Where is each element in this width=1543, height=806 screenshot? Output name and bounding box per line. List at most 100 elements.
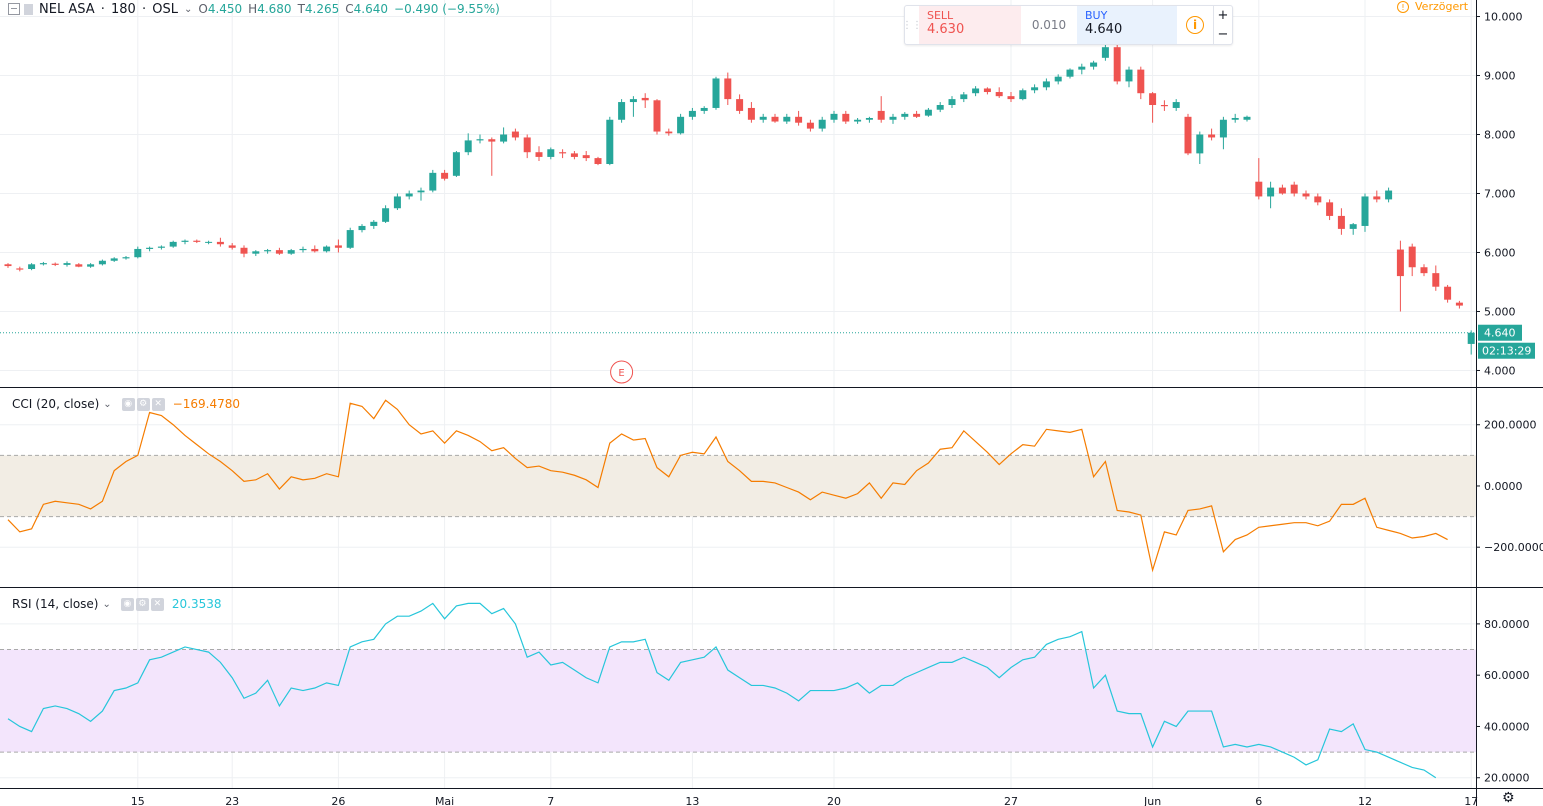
candle[interactable] — [87, 263, 95, 268]
chevron-down-icon[interactable]: ⌄ — [102, 598, 111, 610]
collapse-icon[interactable] — [8, 3, 20, 15]
candle[interactable] — [275, 247, 283, 255]
candle[interactable] — [1066, 68, 1074, 79]
candle[interactable] — [358, 224, 366, 233]
gear-icon[interactable]: ⚙ — [136, 397, 150, 411]
candle[interactable] — [334, 239, 342, 253]
candle[interactable] — [1444, 284, 1452, 303]
candle[interactable] — [51, 262, 59, 267]
gear-icon[interactable]: ⚙ — [135, 597, 149, 611]
candle[interactable] — [889, 113, 897, 124]
candle[interactable] — [511, 128, 519, 141]
candle[interactable] — [1208, 128, 1216, 141]
candle[interactable] — [724, 72, 732, 106]
drag-handle-icon[interactable]: ⋮⋮ — [902, 19, 922, 31]
candle[interactable] — [948, 96, 956, 108]
candle[interactable] — [1467, 330, 1475, 355]
close-icon[interactable]: ✕ — [150, 597, 164, 611]
candle[interactable] — [311, 245, 319, 253]
candle[interactable] — [393, 193, 401, 211]
candle[interactable] — [783, 113, 791, 124]
candle[interactable] — [346, 227, 354, 249]
candle[interactable] — [1243, 115, 1251, 122]
candle[interactable] — [1137, 66, 1145, 100]
candle[interactable] — [1267, 181, 1275, 209]
candle[interactable] — [16, 266, 24, 272]
candle[interactable] — [1290, 181, 1298, 197]
close-icon[interactable]: ✕ — [151, 397, 165, 411]
candle[interactable] — [1396, 240, 1404, 312]
candle[interactable] — [110, 257, 118, 262]
candle[interactable] — [1184, 113, 1192, 156]
sell-button[interactable]: SELL 4.630 — [919, 6, 1021, 44]
candle[interactable] — [228, 243, 236, 250]
candle[interactable] — [641, 93, 649, 108]
candle[interactable] — [1196, 131, 1204, 165]
interval[interactable]: 180 — [111, 1, 136, 17]
candle[interactable] — [771, 113, 779, 123]
candle[interactable] — [1054, 74, 1062, 85]
candle[interactable] — [983, 87, 991, 95]
eye-icon[interactable]: ◉ — [121, 397, 135, 411]
candle[interactable] — [1373, 190, 1381, 203]
candle[interactable] — [547, 147, 555, 160]
candle[interactable] — [205, 240, 213, 245]
candle[interactable] — [677, 113, 685, 135]
candle[interactable] — [252, 250, 260, 257]
candle[interactable] — [1149, 92, 1157, 123]
candle[interactable] — [4, 263, 12, 268]
candle[interactable] — [1090, 60, 1098, 70]
candle[interactable] — [559, 149, 567, 159]
candle[interactable] — [122, 256, 130, 260]
candle[interactable] — [936, 102, 944, 113]
candle[interactable] — [1031, 84, 1039, 94]
candle[interactable] — [972, 86, 980, 97]
candle[interactable] — [464, 133, 472, 156]
candle[interactable] — [618, 99, 626, 123]
candle[interactable] — [1219, 116, 1227, 150]
candle[interactable] — [629, 96, 637, 117]
candle[interactable] — [594, 156, 602, 166]
candle[interactable] — [1172, 99, 1180, 111]
candle[interactable] — [488, 137, 496, 176]
candle[interactable] — [582, 151, 590, 162]
candle[interactable] — [606, 116, 614, 166]
candle[interactable] — [1349, 222, 1357, 235]
chevron-down-icon[interactable]: ⌄ — [103, 398, 112, 410]
candle[interactable] — [1385, 187, 1393, 203]
candle[interactable] — [747, 102, 755, 123]
candle[interactable] — [240, 245, 248, 258]
rsi-name[interactable]: RSI (14, close) — [12, 597, 99, 611]
buy-button[interactable]: BUY 4.640 — [1077, 6, 1177, 44]
candle[interactable] — [1007, 92, 1015, 103]
delayed-data-notice[interactable]: ! Verzögert — [1397, 0, 1468, 13]
increase-quantity-button[interactable]: + — [1217, 8, 1229, 23]
candle[interactable] — [523, 134, 531, 159]
candle[interactable] — [75, 263, 83, 268]
candle[interactable] — [1337, 208, 1345, 235]
candle[interactable] — [1314, 193, 1322, 206]
candle[interactable] — [146, 246, 154, 252]
candle[interactable] — [405, 190, 413, 200]
candle[interactable] — [323, 245, 331, 253]
info-button[interactable]: i — [1177, 6, 1213, 44]
candle[interactable] — [1078, 63, 1086, 75]
candle[interactable] — [441, 169, 449, 181]
candle[interactable] — [39, 261, 47, 266]
decrease-quantity-button[interactable]: − — [1217, 27, 1229, 42]
candle[interactable] — [452, 151, 460, 177]
candle[interactable] — [924, 107, 932, 117]
candle[interactable] — [1432, 265, 1440, 291]
candle[interactable] — [535, 146, 543, 162]
candle[interactable] — [806, 119, 814, 132]
candle[interactable] — [1113, 44, 1121, 85]
candle[interactable] — [216, 237, 224, 247]
candle[interactable] — [181, 239, 189, 245]
candle[interactable] — [287, 248, 295, 255]
cci-name[interactable]: CCI (20, close) — [12, 397, 100, 411]
candle[interactable] — [688, 107, 696, 120]
candle[interactable] — [1326, 199, 1334, 221]
candle[interactable] — [193, 239, 201, 244]
candle[interactable] — [1278, 184, 1286, 195]
